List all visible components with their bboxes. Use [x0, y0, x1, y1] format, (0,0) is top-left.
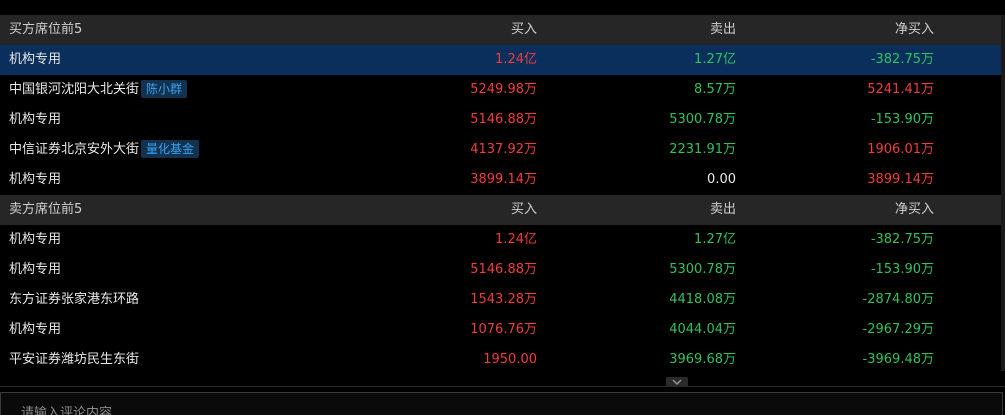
buy-table-header: 买方席位前5 买入 卖出 净买入	[0, 15, 1005, 45]
sell-amount: 1.27亿	[694, 52, 736, 67]
sell-seats-table: 卖方席位前5 买入 卖出 净买入 机构专用 1.24亿 1.27亿 -382.7…	[0, 195, 1005, 375]
chevron-down-icon	[672, 379, 682, 385]
table-row[interactable]: 中信证券北京安外大街 量化基金 4137.92万 2231.91万 1906.01…	[0, 135, 1005, 165]
table-row[interactable]: 机构专用 1.24亿 1.27亿 -382.75万	[0, 45, 1005, 75]
seat-name: 中信证券北京安外大街	[9, 142, 140, 157]
buy-amount: 1076.76万	[470, 322, 537, 337]
sell-amount: 8.57万	[694, 82, 736, 97]
buy-amount: 1950.00	[483, 352, 537, 367]
seat-name: 机构专用	[9, 52, 62, 67]
header-seat-name: 买方席位前5	[9, 22, 83, 37]
table-row[interactable]: 机构专用 5146.88万 5300.78万 -153.90万	[0, 105, 1005, 135]
buy-seats-table: 买方席位前5 买入 卖出 净买入 机构专用 1.24亿 1.27亿 -382.7…	[0, 15, 1005, 195]
net-buy-amount: 3899.14万	[867, 172, 934, 187]
trader-tag-badge[interactable]: 量化基金	[141, 139, 200, 158]
header-sell: 卖出	[709, 22, 736, 37]
sell-amount: 4418.08万	[669, 292, 736, 307]
sell-amount: 2231.91万	[669, 142, 736, 157]
sell-amount: 5300.78万	[669, 262, 736, 277]
header-buy: 买入	[510, 22, 537, 37]
table-row[interactable]: 东方证券张家港东环路 1543.28万 4418.08万 -2874.80万	[0, 285, 1005, 315]
net-buy-amount: -382.75万	[870, 232, 934, 247]
buy-amount: 3899.14万	[470, 172, 537, 187]
header-net-buy: 净买入	[894, 22, 934, 37]
buy-amount: 4137.92万	[470, 142, 537, 157]
buy-amount: 1.24亿	[495, 52, 537, 67]
sell-amount: 3969.68万	[669, 352, 736, 367]
buy-amount: 5146.88万	[470, 262, 537, 277]
table-row[interactable]: 机构专用 1076.76万 4044.04万 -2967.29万	[0, 315, 1005, 345]
header-seat-name: 卖方席位前5	[9, 202, 83, 217]
net-buy-amount: 1906.01万	[867, 142, 934, 157]
seat-name: 机构专用	[9, 232, 62, 247]
seat-name: 东方证券张家港东环路	[9, 292, 140, 307]
buy-amount: 1.24亿	[495, 232, 537, 247]
buy-amount: 1543.28万	[470, 292, 537, 307]
net-buy-amount: -3969.48万	[862, 352, 934, 367]
vertical-scrollbar[interactable]	[1001, 15, 1005, 371]
net-buy-amount: -153.90万	[870, 112, 934, 127]
buy-amount: 5146.88万	[470, 112, 537, 127]
seat-name: 机构专用	[9, 322, 62, 337]
header-net-buy: 净买入	[894, 202, 934, 217]
table-row[interactable]: 中国银河沈阳大北关街 陈小群 5249.98万 8.57万 5241.41万	[0, 75, 1005, 105]
divider	[0, 386, 1005, 387]
header-buy: 买入	[510, 202, 537, 217]
net-buy-amount: -2874.80万	[862, 292, 934, 307]
table-row[interactable]: 平安证券潍坊民生东街 1950.00 3969.68万 -3969.48万	[0, 345, 1005, 375]
comment-box	[0, 392, 1003, 415]
header-sell: 卖出	[709, 202, 736, 217]
sell-amount: 1.27亿	[694, 232, 736, 247]
net-buy-amount: 5241.41万	[867, 82, 934, 97]
net-buy-amount: -153.90万	[870, 262, 934, 277]
table-row[interactable]: 机构专用 1.24亿 1.27亿 -382.75万	[0, 225, 1005, 255]
sell-table-header: 卖方席位前5 买入 卖出 净买入	[0, 195, 1005, 225]
seat-name: 平安证券潍坊民生东街	[9, 352, 140, 367]
sell-amount: 5300.78万	[669, 112, 736, 127]
seat-name: 机构专用	[9, 172, 62, 187]
seat-name: 中国银河沈阳大北关街	[9, 82, 140, 97]
comment-input[interactable]	[19, 401, 923, 415]
buy-amount: 5249.98万	[470, 82, 537, 97]
collapse-toggle-button[interactable]	[666, 377, 688, 387]
net-buy-amount: -382.75万	[870, 52, 934, 67]
sell-amount: 4044.04万	[669, 322, 736, 337]
table-row[interactable]: 机构专用 3899.14万 0.00 3899.14万	[0, 165, 1005, 195]
table-row[interactable]: 机构专用 5146.88万 5300.78万 -153.90万	[0, 255, 1005, 285]
seat-name: 机构专用	[9, 112, 62, 127]
trader-tag-badge[interactable]: 陈小群	[141, 79, 188, 98]
seat-name: 机构专用	[9, 262, 62, 277]
net-buy-amount: -2967.29万	[862, 322, 934, 337]
sell-amount: 0.00	[707, 172, 736, 187]
